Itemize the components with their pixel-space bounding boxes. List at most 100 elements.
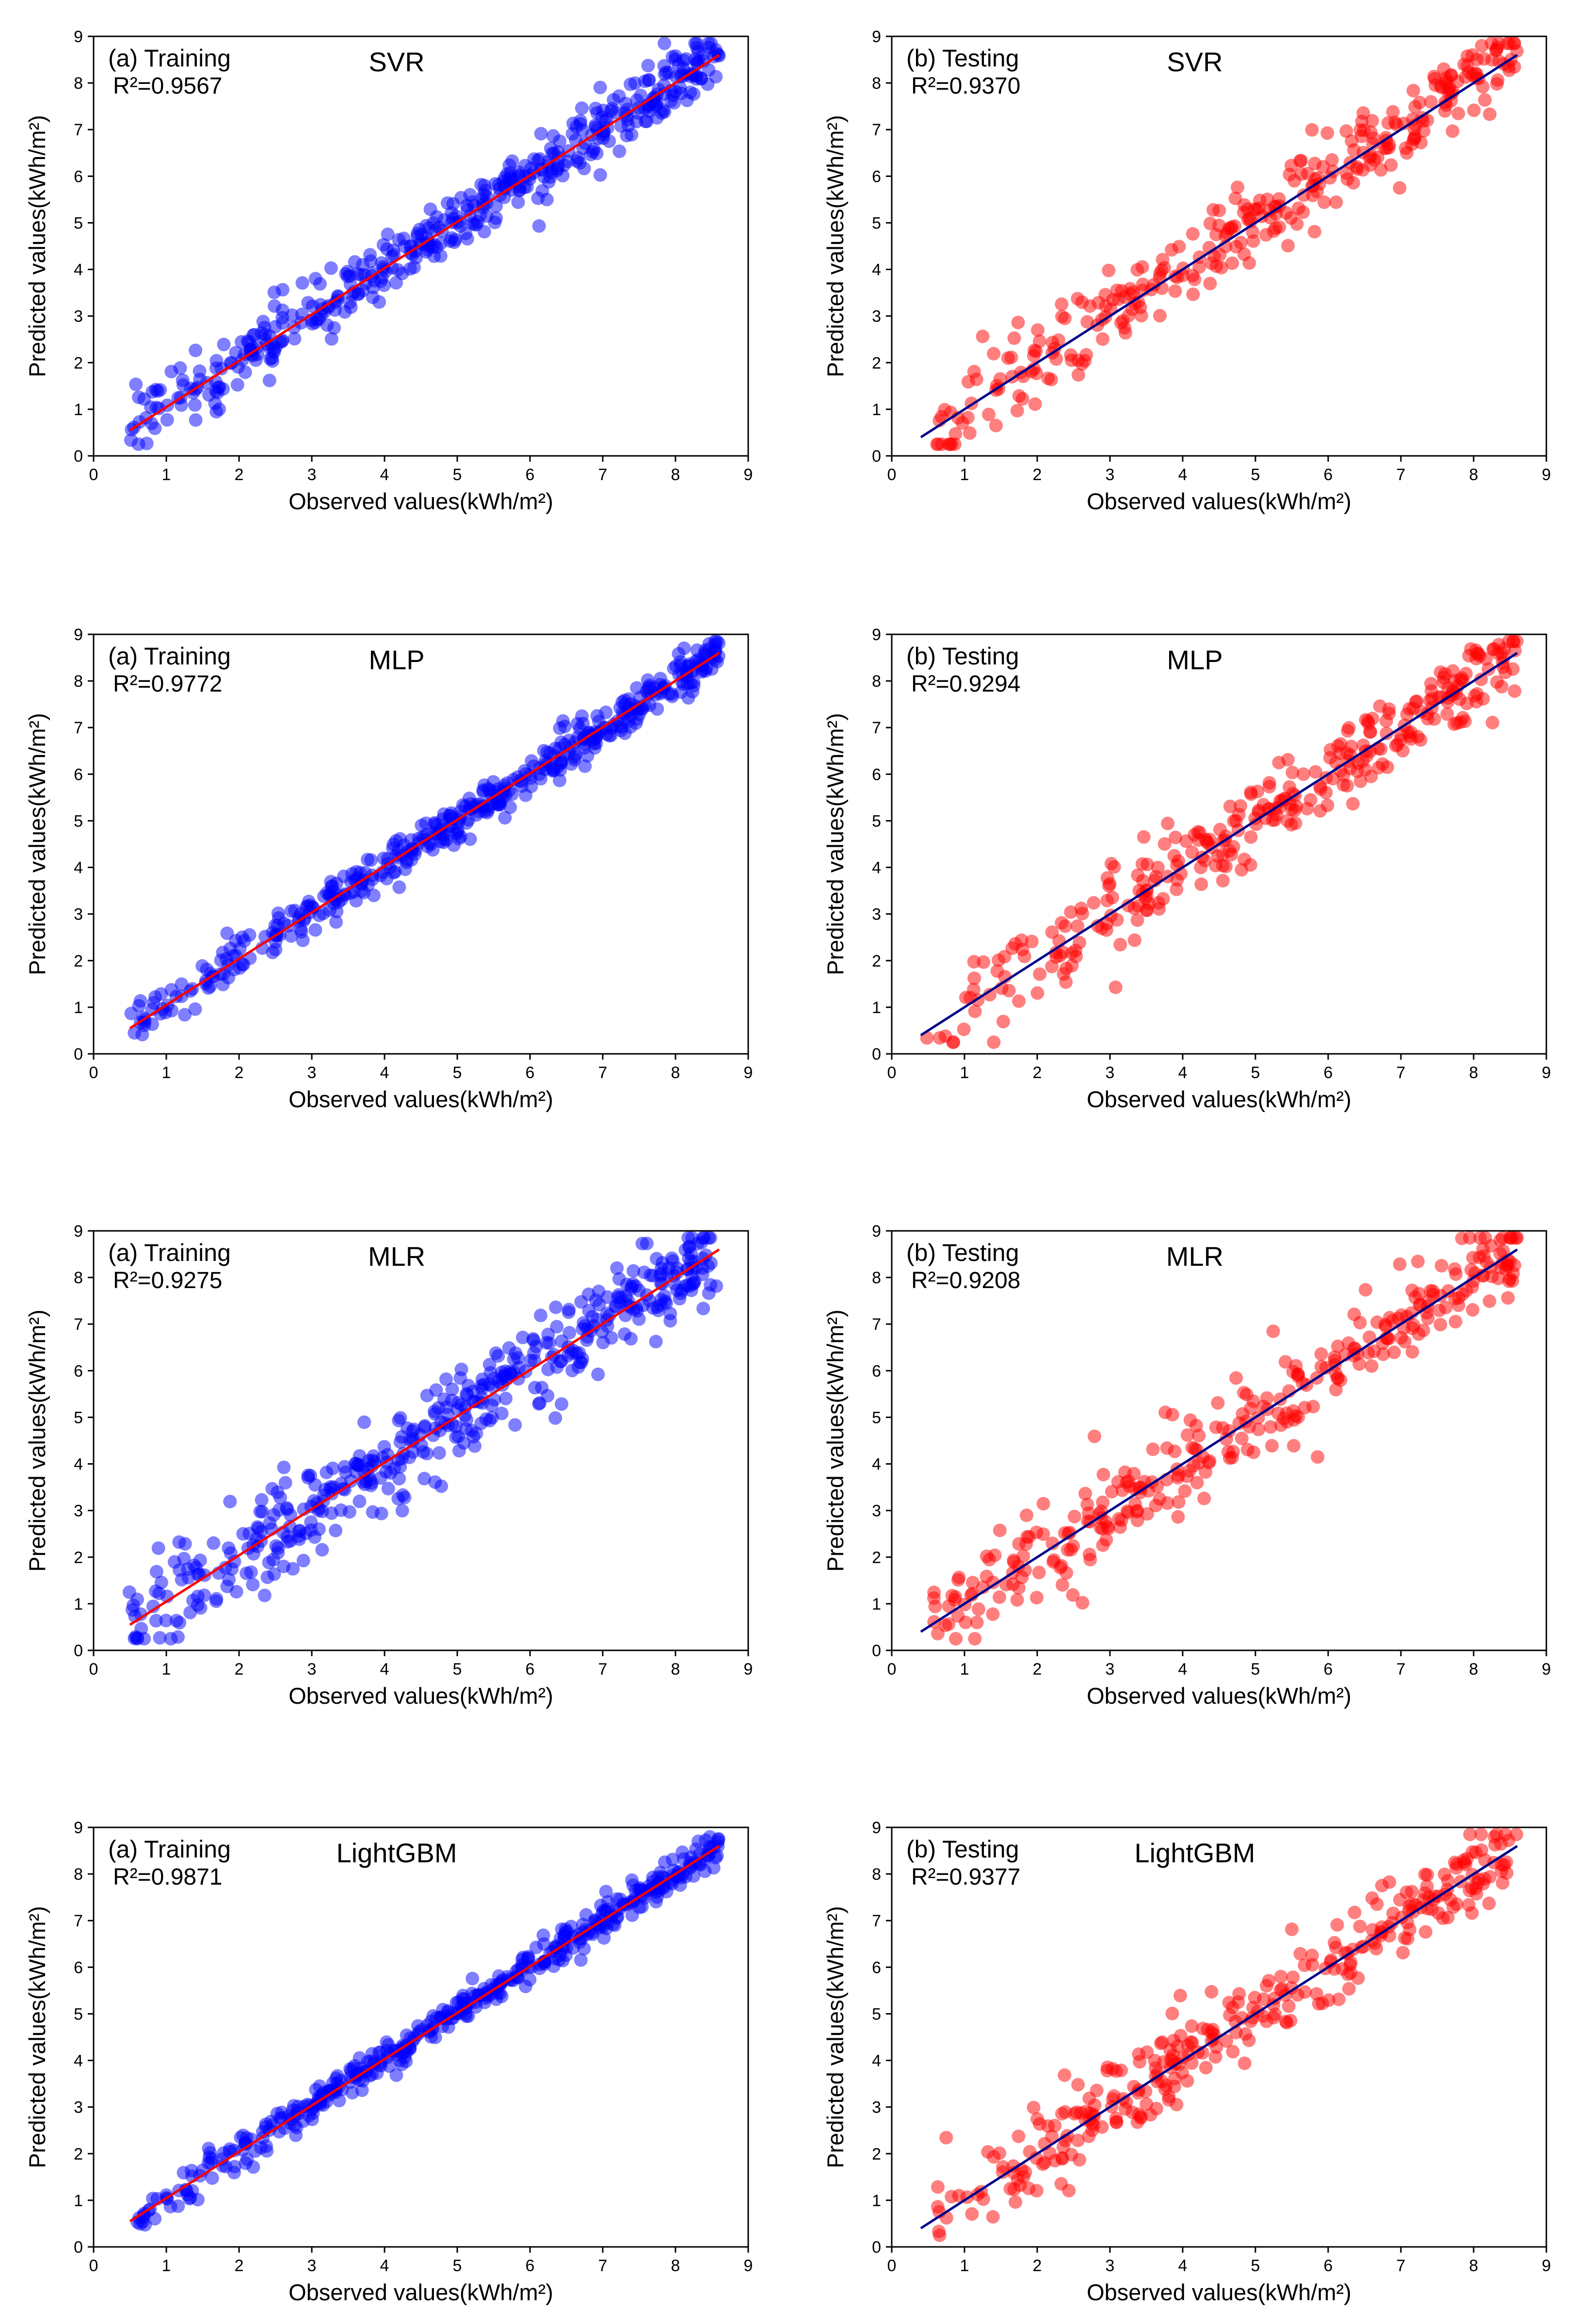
x-tick-label: 5 (1251, 466, 1260, 484)
scatter-point (1065, 946, 1079, 960)
scatter-point (948, 427, 963, 441)
scatter-point (674, 1871, 688, 1885)
scatter-point (1140, 1507, 1154, 1521)
y-axis-ticks: 0 1 2 3 4 5 6 7 8 9 (74, 626, 94, 1064)
x-tick-label: 4 (1178, 1064, 1188, 1082)
scatter-point (135, 1028, 149, 1042)
scatter-point (1448, 1262, 1462, 1276)
x-tick-label: 9 (744, 1064, 753, 1082)
scatter-point (1342, 1982, 1356, 1996)
scatter-point (1464, 1263, 1478, 1277)
x-tick-label: 8 (671, 2257, 680, 2275)
panel-svr-training: 0 1 2 3 4 5 6 7 8 9 0 1 2 3 4 5 6 7 8 9 Observed values(kWh/… (24, 28, 753, 514)
scatter-point (949, 1632, 963, 1646)
scatter-point (577, 1316, 591, 1330)
scatter-point (626, 1264, 641, 1278)
y-tick-label: 8 (872, 74, 881, 93)
scatter-point (642, 73, 656, 87)
scatter-point (484, 1398, 498, 1412)
scatter-point (439, 1372, 453, 1386)
x-tick-label: 7 (598, 1064, 608, 1082)
scatter-point (1182, 1464, 1196, 1478)
scatter-point (1466, 1274, 1480, 1288)
scatter-point (967, 955, 981, 969)
y-tick-label: 1 (872, 1595, 881, 1614)
scatter-point (996, 2165, 1010, 2179)
scatter-point (463, 188, 477, 202)
scatter-point (466, 1430, 481, 1444)
scatter-point (1447, 717, 1461, 731)
scatter-point (1374, 742, 1388, 756)
scatter-point (957, 1022, 971, 1036)
scatter-point (1279, 2015, 1293, 2029)
scatter-point (1427, 69, 1441, 83)
scatter-point (191, 1589, 205, 1603)
y-tick-label: 9 (872, 626, 881, 644)
scatter-point (1235, 863, 1249, 877)
scatter-point (1478, 93, 1492, 107)
scatter-point (548, 1411, 562, 1425)
scatter-point (1296, 205, 1310, 219)
scatter-point (574, 1953, 588, 1967)
r-squared-label: R²=0.9377 (911, 1864, 1021, 1890)
scatter-point (521, 1950, 535, 1964)
scatter-point (1202, 1456, 1216, 1469)
scatter-point (129, 377, 143, 391)
scatter-point (216, 382, 230, 396)
scatter-point (655, 106, 669, 120)
scatter-point (1172, 1495, 1186, 1509)
x-tick-label: 5 (453, 1064, 462, 1082)
x-axis-ticks: 0 1 2 3 4 5 6 7 8 9 (887, 456, 1551, 484)
y-tick-label: 7 (74, 1912, 83, 1930)
scatter-point (1473, 1231, 1487, 1245)
scatter-point (1219, 859, 1233, 873)
scatter-point (1185, 845, 1199, 859)
scatter-point (1274, 1418, 1288, 1432)
scatter-points (927, 1231, 1524, 1646)
scatter-point (499, 1391, 513, 1405)
scatter-point (1265, 1439, 1279, 1453)
scatter-point (1020, 1508, 1034, 1522)
scatter-point (255, 1493, 269, 1507)
scatter-point (542, 175, 556, 189)
scatter-point (1180, 2074, 1194, 2088)
scatter-point (209, 1594, 223, 1608)
scatter-point (708, 638, 723, 652)
x-tick-label: 8 (1469, 1064, 1478, 1082)
scatter-point (967, 983, 980, 997)
scatter-point (1237, 2056, 1252, 2070)
scatter-point (1297, 767, 1310, 781)
scatter-point (570, 717, 584, 731)
scatter-point (381, 227, 395, 242)
scatter-point (697, 54, 711, 68)
scatter-point (610, 1261, 624, 1275)
scatter-point (1032, 1565, 1046, 1580)
scatter-point (972, 1602, 986, 1616)
x-tick-label: 7 (1397, 1064, 1406, 1082)
scatter-point (223, 1495, 237, 1509)
scatter-point (1062, 2184, 1076, 2197)
scatter-point (686, 68, 700, 82)
x-tick-label: 4 (1178, 2257, 1188, 2275)
scatter-point (308, 923, 322, 937)
scatter-point (976, 329, 990, 343)
scatter-point (1285, 765, 1300, 779)
y-tick-label: 5 (74, 1408, 83, 1427)
scatter-point (1223, 799, 1237, 813)
y-tick-label: 4 (74, 2052, 83, 2070)
y-tick-label: 1 (74, 2192, 83, 2210)
scatter-point (1401, 726, 1415, 740)
scatter-point (1479, 652, 1493, 666)
scatter-point (969, 372, 983, 387)
x-tick-label: 1 (162, 1064, 171, 1082)
scatter-point (1395, 1308, 1409, 1322)
scatter-point (1183, 1413, 1197, 1427)
x-tick-label: 8 (671, 466, 680, 484)
y-axis-label: Predicted values(kWh/m²) (822, 713, 848, 975)
scatter-point (1448, 1315, 1462, 1329)
scatter-point (576, 1352, 590, 1366)
scatter-point (562, 733, 576, 747)
scatter-point (1168, 1444, 1182, 1458)
scatter-point (1211, 1396, 1225, 1410)
